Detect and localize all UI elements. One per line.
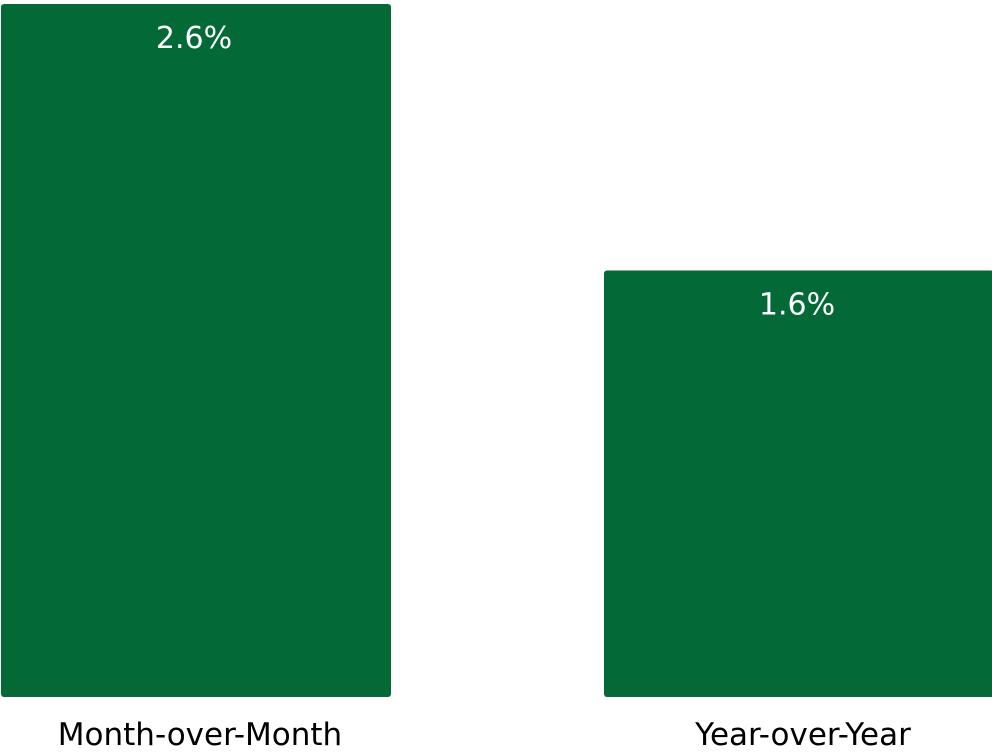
category-label-month-over-month: Month-over-Month (58, 717, 342, 753)
category-labels-group: Month-over-Month Year-over-Year (58, 717, 911, 753)
category-label-year-over-year: Year-over-Year (694, 717, 911, 753)
value-label-month-over-month: 2.6% (156, 21, 232, 56)
bars-group (1, 4, 992, 697)
bar-year-over-year (604, 270, 992, 697)
value-label-year-over-year: 1.6% (759, 288, 835, 323)
bar-month-over-month (1, 4, 391, 697)
value-labels-group: 2.6% 1.6% (156, 21, 835, 323)
